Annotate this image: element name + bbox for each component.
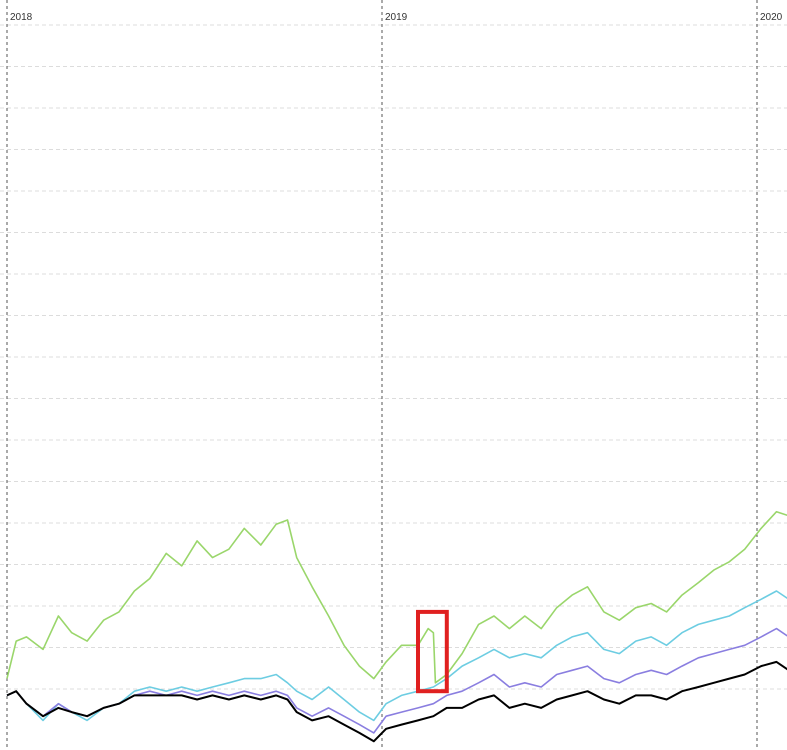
series-line-2: [6, 590, 787, 722]
year-tick-label: 2018: [10, 12, 33, 23]
year-tick-label: 2019: [385, 12, 408, 23]
highlight-box: [416, 609, 449, 694]
series-line-3: [6, 627, 787, 734]
series-lines: [6, 510, 787, 743]
year-tick-label: 2020: [760, 12, 783, 23]
horizontal-gridlines: [0, 24, 787, 690]
year-gridlines: [6, 0, 758, 750]
annotations: [416, 609, 449, 694]
series-line-1: [6, 510, 787, 684]
year-tick-labels: 2018 2019 2020: [10, 12, 783, 23]
series-line-4: [6, 660, 787, 743]
